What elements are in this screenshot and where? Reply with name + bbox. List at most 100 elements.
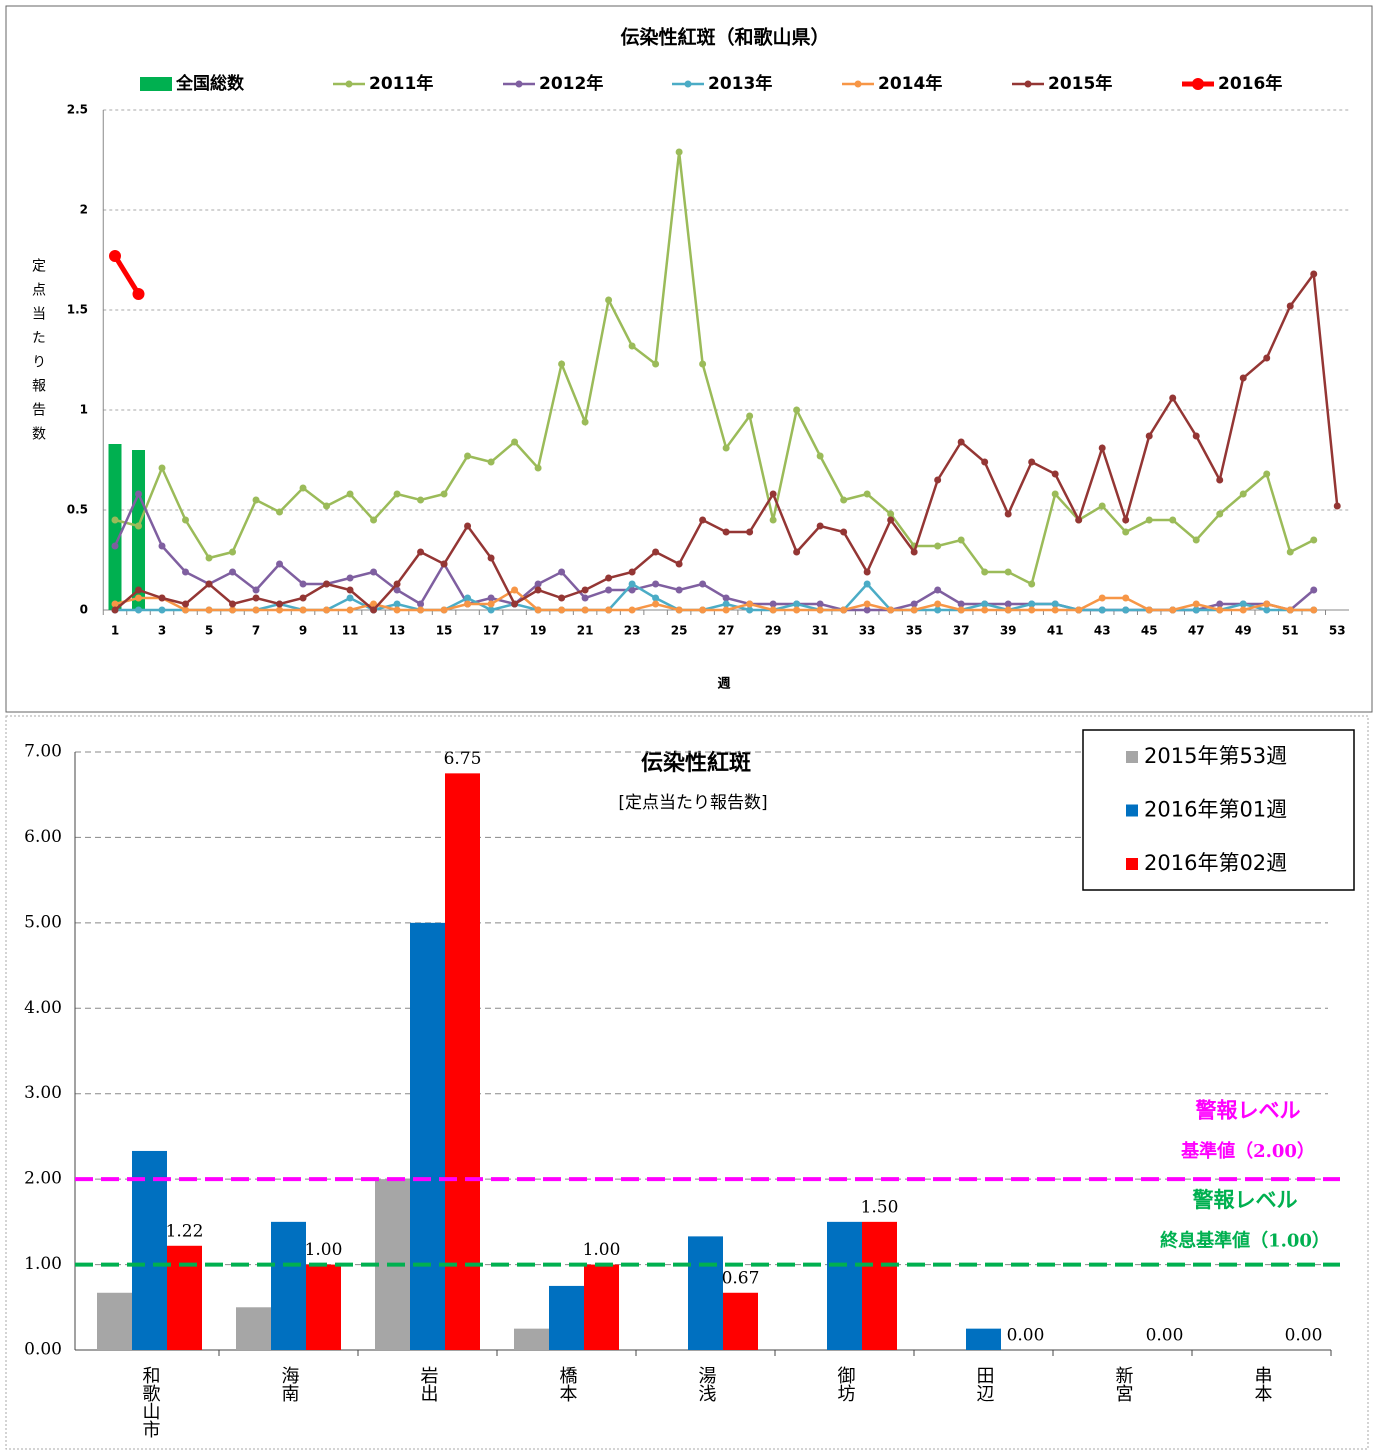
point xyxy=(1098,594,1106,602)
bar xyxy=(97,1292,132,1350)
bar xyxy=(688,1236,723,1350)
point xyxy=(346,490,354,498)
point xyxy=(1145,432,1153,440)
point xyxy=(393,600,401,608)
point xyxy=(934,542,942,550)
point xyxy=(863,606,871,614)
point xyxy=(1075,516,1083,524)
point xyxy=(863,580,871,588)
point xyxy=(605,296,613,304)
y-tick-label: 6.00 xyxy=(24,827,62,847)
point xyxy=(229,548,237,556)
point xyxy=(558,568,566,576)
data-label: 0.67 xyxy=(722,1268,760,1288)
point xyxy=(511,586,519,594)
point xyxy=(652,580,660,588)
point xyxy=(1263,354,1271,362)
point xyxy=(863,600,871,608)
x-tick-label: 田辺 xyxy=(974,1366,995,1402)
y-tick-label: 1.00 xyxy=(24,1254,62,1274)
point xyxy=(534,464,542,472)
x-tick-label: 25 xyxy=(671,624,688,638)
bar xyxy=(410,922,445,1350)
point xyxy=(558,360,566,368)
point xyxy=(816,452,824,460)
legend-swatch xyxy=(1126,804,1138,817)
point xyxy=(440,490,448,498)
legend-swatch xyxy=(140,77,172,91)
bar xyxy=(584,1264,619,1350)
point xyxy=(1169,516,1177,524)
point xyxy=(1310,606,1318,614)
x-tick-label: 御坊 xyxy=(835,1366,856,1402)
point xyxy=(229,606,237,614)
point xyxy=(534,580,542,588)
data-label: 1.00 xyxy=(583,1240,621,1260)
point xyxy=(1239,374,1247,382)
point xyxy=(205,554,213,562)
point xyxy=(511,438,519,446)
point xyxy=(370,600,378,608)
point xyxy=(1192,432,1200,440)
point xyxy=(464,452,472,460)
point xyxy=(135,594,143,602)
x-tick-label: 17 xyxy=(483,624,500,638)
point xyxy=(182,600,190,608)
point xyxy=(111,606,119,614)
point xyxy=(1051,606,1059,614)
series-line xyxy=(112,254,141,296)
bar xyxy=(827,1221,862,1350)
x-tick-label: 35 xyxy=(906,624,923,638)
y-tick-label: 3.00 xyxy=(24,1083,62,1103)
bar xyxy=(132,1150,167,1350)
point xyxy=(346,594,354,602)
legend-label: 2016年第02週 xyxy=(1144,851,1287,875)
point xyxy=(910,548,918,556)
point xyxy=(1028,606,1036,614)
point xyxy=(393,580,401,588)
point xyxy=(628,586,636,594)
bar xyxy=(108,444,122,610)
x-tick-label: 27 xyxy=(718,624,735,638)
point xyxy=(487,594,495,602)
point xyxy=(652,548,660,556)
x-tick-label: 41 xyxy=(1047,624,1064,638)
chart1-y-label: 定点当たり報告数 xyxy=(30,258,46,450)
point xyxy=(370,568,378,576)
point xyxy=(769,600,777,608)
point xyxy=(1192,606,1200,614)
point xyxy=(299,580,307,588)
point xyxy=(299,594,307,602)
point xyxy=(1192,536,1200,544)
point xyxy=(558,594,566,602)
data-label: 6.75 xyxy=(444,749,482,769)
point xyxy=(299,606,307,614)
point xyxy=(793,548,801,556)
point xyxy=(628,342,636,350)
point xyxy=(464,600,472,608)
point xyxy=(675,606,683,614)
point xyxy=(934,606,942,614)
bar xyxy=(306,1264,341,1350)
x-tick-label: 53 xyxy=(1329,624,1346,638)
point xyxy=(417,600,425,608)
point xyxy=(135,606,143,614)
data-label: 0.00 xyxy=(1007,1326,1045,1346)
point xyxy=(793,606,801,614)
point xyxy=(487,458,495,466)
point xyxy=(417,606,425,614)
point xyxy=(840,496,848,504)
point xyxy=(699,606,707,614)
point xyxy=(487,554,495,562)
point xyxy=(652,360,660,368)
y-tick-label: 0 xyxy=(80,603,88,617)
point xyxy=(863,568,871,576)
x-tick-label: 和歌山市 xyxy=(140,1366,161,1438)
y-tick-label: 5.00 xyxy=(24,912,62,932)
point xyxy=(229,600,237,608)
x-tick-label: 39 xyxy=(1000,624,1017,638)
x-tick-label: 21 xyxy=(577,624,594,638)
bar xyxy=(132,450,146,610)
point xyxy=(957,536,965,544)
point xyxy=(111,600,119,608)
